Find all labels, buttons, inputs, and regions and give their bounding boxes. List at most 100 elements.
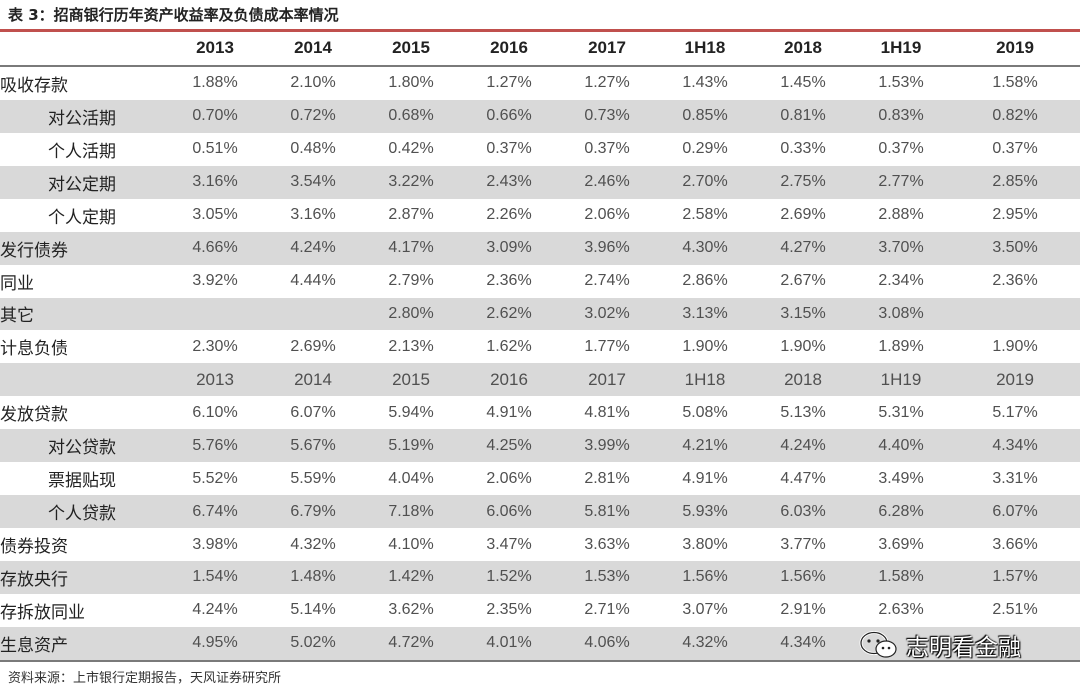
row-label: 其它 xyxy=(0,297,166,331)
value-cell: 1.53% xyxy=(878,74,924,92)
value-cell: 3.05% xyxy=(192,206,238,224)
value-cell: 4.44% xyxy=(290,272,336,290)
row-label: 存放央行 xyxy=(0,561,166,594)
value-cell: 2.70% xyxy=(656,165,754,199)
row-label: 吸收存款 xyxy=(0,75,68,96)
value-cell: 1.52% xyxy=(460,561,558,594)
year-cell: 2019 xyxy=(950,363,1080,397)
table-row: 计息负债 2.30% 2.69% 2.13% 1.62% 1.77% 1.90% 1.90% 1… xyxy=(0,330,1080,363)
value-cell xyxy=(950,297,1080,331)
value-cell: 4.91% xyxy=(486,403,532,421)
value-cell: 5.93% xyxy=(656,495,754,529)
value-cell: 3.08% xyxy=(852,297,950,331)
value-cell: 2.26% xyxy=(486,206,532,224)
value-cell: 0.82% xyxy=(950,99,1080,133)
year-cell: 1H18 xyxy=(656,363,754,397)
value-cell: 2.77% xyxy=(852,165,950,199)
value-cell: 7.18% xyxy=(362,495,460,529)
row-label: 生息资产 xyxy=(0,626,166,660)
value-cell: 5.13% xyxy=(780,403,826,421)
table-row: 个人定期 3.05% 3.16% 2.87% 2.26% 2.06% 2.58% 2.69% 2… xyxy=(0,199,1080,232)
value-cell: 3.63% xyxy=(584,535,630,553)
value-cell: 5.17% xyxy=(992,403,1038,421)
table-row: 同业 3.92% 4.44% 2.79% 2.36% 2.74% 2.86% 2.67% 2.3… xyxy=(0,265,1080,298)
table-row: 发放贷款 6.10% 6.07% 5.94% 4.91% 4.81% 5.08% 5.13% 5… xyxy=(0,396,1080,429)
value-cell: 0.48% xyxy=(290,140,336,158)
column-header: 2015 xyxy=(362,32,460,67)
value-cell: 6.07% xyxy=(950,495,1080,529)
value-cell: 2.67% xyxy=(780,272,826,290)
row-label: 存拆放同业 xyxy=(0,602,85,623)
value-cell: 4.27% xyxy=(754,231,852,265)
value-cell: 0.33% xyxy=(780,140,826,158)
value-cell: 1.80% xyxy=(388,74,434,92)
value-cell: 2.87% xyxy=(388,206,434,224)
table-row: 存放央行 1.54% 1.48% 1.42% 1.52% 1.53% 1.56% 1.56% 1… xyxy=(0,561,1080,594)
value-cell: 2.30% xyxy=(192,337,238,355)
value-cell: 2.13% xyxy=(388,337,434,355)
value-cell: 3.49% xyxy=(878,469,924,487)
value-cell: 1.54% xyxy=(166,561,264,594)
row-label: 债券投资 xyxy=(0,537,68,558)
value-cell: 1.58% xyxy=(992,74,1038,92)
value-cell: 4.24% xyxy=(264,231,362,265)
value-cell: 0.29% xyxy=(682,140,728,158)
row-label: 发行债券 xyxy=(0,231,166,265)
value-cell: 3.54% xyxy=(264,165,362,199)
value-cell: 1.89% xyxy=(878,337,924,355)
value-cell: 3.98% xyxy=(192,535,238,553)
value-cell: 2.71% xyxy=(584,601,630,619)
column-header: 2016 xyxy=(460,32,558,67)
header-top-rule xyxy=(0,29,1080,32)
year-cell: 2015 xyxy=(362,363,460,397)
value-cell: 2.06% xyxy=(486,469,532,487)
value-cell: 1.90% xyxy=(992,337,1038,355)
value-cell: 2.35% xyxy=(486,601,532,619)
value-cell: 6.79% xyxy=(264,495,362,529)
row-label: 个人贷款 xyxy=(0,495,166,529)
row-label: 对公活期 xyxy=(0,99,166,133)
value-cell: 0.37% xyxy=(486,140,532,158)
row-label: 计息负债 xyxy=(0,339,68,360)
value-cell: 3.16% xyxy=(290,206,336,224)
value-cell: 1.90% xyxy=(780,337,826,355)
value-cell: 4.10% xyxy=(388,535,434,553)
table-row: 票据贴现 5.52% 5.59% 4.04% 2.06% 2.81% 4.91% 4.47% 3… xyxy=(0,462,1080,495)
value-cell: 0.85% xyxy=(656,99,754,133)
value-cell: 2.62% xyxy=(460,297,558,331)
row-label: 同业 xyxy=(0,273,34,294)
table-row: 发行债券 4.66% 4.24% 4.17% 3.09% 3.96% 4.30% 4.27% 3… xyxy=(0,231,1080,265)
value-cell: 4.81% xyxy=(584,403,630,421)
value-cell: 3.80% xyxy=(682,535,728,553)
value-cell: 1.58% xyxy=(852,561,950,594)
value-cell: 1.45% xyxy=(780,74,826,92)
value-cell: 3.07% xyxy=(682,601,728,619)
header-corner xyxy=(0,32,166,67)
table-row: 其它 2.80% 2.62% 3.02% 3.13% 3.15% 3.08% xyxy=(0,297,1080,331)
value-cell: 2.85% xyxy=(950,165,1080,199)
year-cell: 1H19 xyxy=(852,363,950,397)
value-cell: 4.24% xyxy=(192,601,238,619)
row-label: 对公定期 xyxy=(0,165,166,199)
value-cell: 4.47% xyxy=(780,469,826,487)
value-cell: 0.81% xyxy=(754,99,852,133)
row-label: 个人定期 xyxy=(48,207,116,228)
row-label: 发放贷款 xyxy=(0,405,68,426)
value-cell: 3.02% xyxy=(558,297,656,331)
value-cell: 3.47% xyxy=(486,535,532,553)
table-row: 个人活期 0.51% 0.48% 0.42% 0.37% 0.37% 0.29% 0.33% 0… xyxy=(0,133,1080,166)
value-cell: 5.67% xyxy=(264,429,362,463)
value-cell: 0.68% xyxy=(362,99,460,133)
table-row: 个人贷款 6.74% 6.79% 7.18% 6.06% 5.81% 5.93% 6.03% 6… xyxy=(0,495,1080,529)
value-cell: 4.04% xyxy=(388,469,434,487)
year-cell: 2017 xyxy=(558,363,656,397)
value-cell: 3.96% xyxy=(558,231,656,265)
value-cell: 2.63% xyxy=(878,601,924,619)
table-row: 对公贷款 5.76% 5.67% 5.19% 4.25% 3.99% 4.21% 4.24% 4… xyxy=(0,429,1080,463)
value-cell: 1.57% xyxy=(950,561,1080,594)
value-cell: 0.37% xyxy=(878,140,924,158)
value-cell: 0.72% xyxy=(264,99,362,133)
table-row: 吸收存款 1.88% 2.10% 1.80% 1.27% 1.27% 1.43% 1.45% 1… xyxy=(0,66,1080,100)
value-cell: 0.83% xyxy=(852,99,950,133)
value-cell: 4.91% xyxy=(682,469,728,487)
